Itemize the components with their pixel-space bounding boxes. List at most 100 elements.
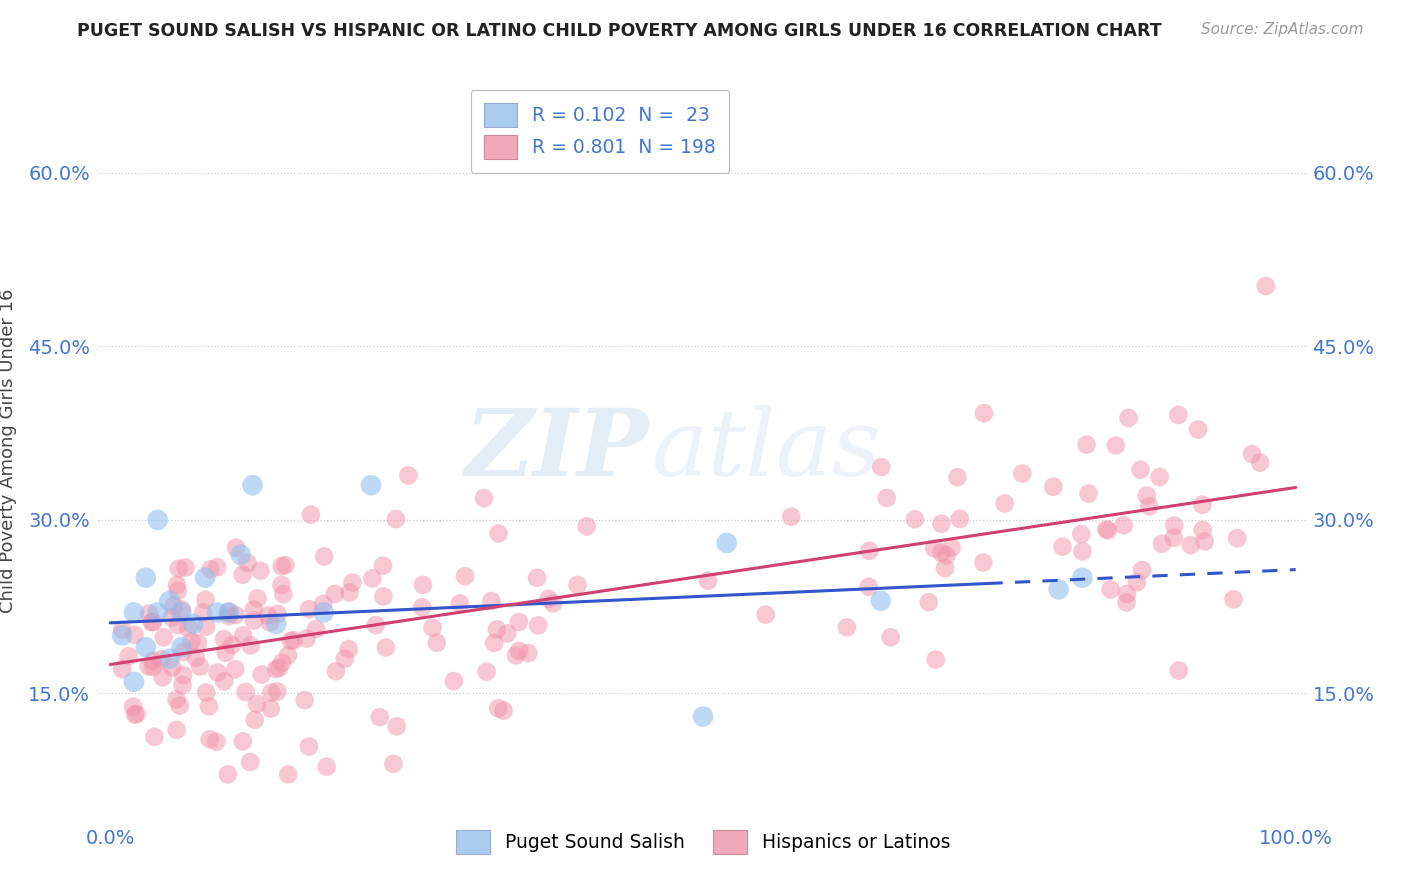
Point — [250, 667, 273, 681]
Point — [198, 732, 221, 747]
Point — [298, 739, 321, 754]
Point — [266, 684, 288, 698]
Point — [221, 638, 243, 652]
Point — [373, 590, 395, 604]
Point — [273, 587, 295, 601]
Point — [716, 536, 738, 550]
Point — [385, 512, 408, 526]
Point — [526, 571, 548, 585]
Point — [225, 541, 247, 555]
Point — [172, 645, 194, 659]
Point — [325, 665, 347, 679]
Point — [224, 607, 246, 622]
Point — [1129, 462, 1152, 476]
Point — [1071, 571, 1094, 585]
Point — [697, 574, 720, 588]
Point — [160, 610, 183, 624]
Point — [385, 719, 408, 733]
Point — [299, 508, 322, 522]
Point — [170, 606, 193, 620]
Point — [1254, 279, 1277, 293]
Point — [935, 549, 957, 563]
Point — [1191, 523, 1213, 537]
Text: atlas: atlas — [652, 406, 882, 495]
Point — [111, 623, 134, 637]
Point — [242, 602, 264, 616]
Point — [218, 609, 240, 624]
Point — [312, 606, 335, 620]
Point — [1077, 486, 1099, 500]
Point — [312, 597, 335, 611]
Point — [780, 509, 803, 524]
Point — [159, 594, 181, 608]
Point — [277, 767, 299, 781]
Point — [918, 595, 941, 609]
Point — [396, 468, 419, 483]
Point — [194, 592, 217, 607]
Point — [475, 665, 498, 679]
Point — [218, 606, 240, 620]
Point — [195, 685, 218, 699]
Point — [1240, 447, 1263, 461]
Point — [305, 622, 328, 636]
Point — [412, 578, 434, 592]
Text: ZIP: ZIP — [464, 406, 648, 495]
Point — [1136, 489, 1159, 503]
Point — [904, 512, 927, 526]
Point — [443, 674, 465, 689]
Point — [1137, 500, 1160, 514]
Point — [1070, 527, 1092, 541]
Point — [122, 699, 145, 714]
Point — [150, 652, 173, 666]
Point — [236, 556, 259, 570]
Point — [364, 618, 387, 632]
Point — [162, 660, 184, 674]
Point — [125, 706, 148, 721]
Point — [879, 630, 901, 644]
Point — [111, 628, 134, 642]
Point — [232, 567, 254, 582]
Point — [259, 615, 281, 630]
Point — [266, 607, 288, 621]
Point — [1011, 467, 1033, 481]
Point — [333, 652, 356, 666]
Point — [111, 662, 134, 676]
Point — [180, 634, 202, 648]
Point — [1191, 498, 1213, 512]
Point — [1194, 534, 1216, 549]
Point — [1116, 587, 1139, 601]
Point — [485, 623, 508, 637]
Point — [188, 659, 211, 673]
Point — [184, 650, 207, 665]
Point — [1187, 423, 1209, 437]
Point — [517, 646, 540, 660]
Point — [1097, 523, 1119, 537]
Text: Source: ZipAtlas.com: Source: ZipAtlas.com — [1201, 22, 1364, 37]
Point — [264, 617, 287, 632]
Point — [217, 767, 239, 781]
Point — [242, 478, 264, 492]
Point — [124, 707, 146, 722]
Point — [1167, 408, 1189, 422]
Point — [314, 549, 336, 564]
Point — [294, 693, 316, 707]
Point — [174, 560, 197, 574]
Point — [205, 560, 228, 574]
Point — [486, 701, 509, 715]
Point — [135, 571, 157, 585]
Point — [482, 636, 505, 650]
Point — [217, 605, 239, 619]
Point — [138, 607, 160, 621]
Point — [1105, 438, 1128, 452]
Point — [472, 491, 495, 505]
Point — [142, 654, 165, 668]
Point — [869, 594, 891, 608]
Point — [146, 606, 169, 620]
Point — [194, 571, 217, 585]
Point — [946, 470, 969, 484]
Point — [755, 607, 778, 622]
Point — [505, 648, 527, 663]
Point — [1167, 664, 1189, 678]
Point — [479, 594, 502, 608]
Point — [527, 618, 550, 632]
